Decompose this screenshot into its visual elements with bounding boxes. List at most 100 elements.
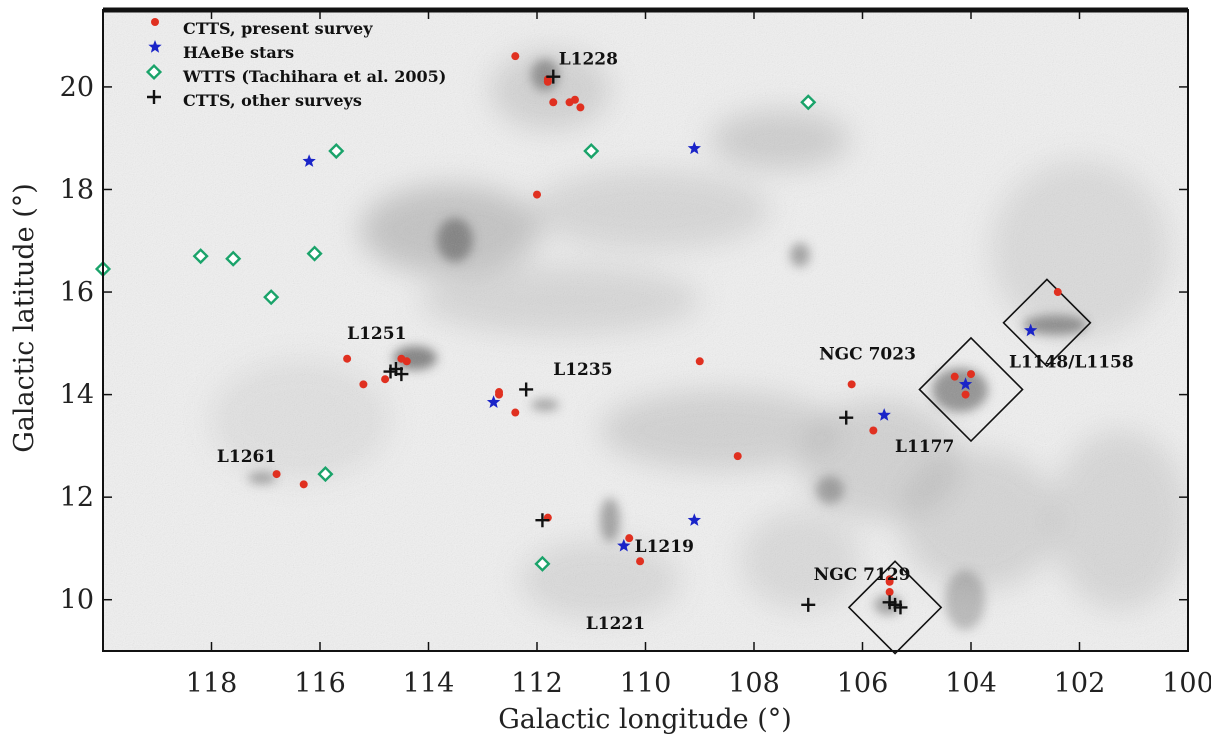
x-tick-label: 106 (837, 668, 889, 699)
ctts-present-point (733, 452, 742, 461)
cloud-label: L1148/L1158 (1009, 352, 1134, 372)
extinction-map-background (103, 10, 1188, 651)
y-axis-title: Galactic latitude (°) (9, 183, 40, 453)
ctts-present-point (695, 357, 704, 366)
haebe-star-point (687, 513, 701, 526)
ctts-present-point (565, 98, 574, 107)
ctts-present-point (576, 103, 585, 112)
cloud-label: NGC 7023 (819, 345, 916, 365)
y-tick-label: 10 (60, 585, 94, 616)
cloud-label: L1251 (347, 324, 406, 344)
x-tick-label: 110 (620, 668, 672, 699)
ctts-present-point (381, 375, 390, 384)
ctts-present-point (359, 380, 368, 389)
data-marks (94, 52, 1062, 615)
ctts-other-point (519, 382, 534, 397)
ctts-present-point (847, 380, 856, 389)
ctts-other-point (801, 597, 816, 612)
legend-marker-plus (147, 90, 161, 104)
x-axis-title: Galactic longitude (°) (498, 704, 792, 735)
legend-marker-dot (151, 18, 159, 26)
cloud-label: L1219 (635, 537, 694, 557)
ctts-present-point (950, 372, 959, 381)
legend-marker-star (148, 40, 162, 53)
ctts-present-point (869, 426, 878, 435)
ctts-other-point (839, 410, 854, 425)
haebe-star-point (486, 395, 501, 408)
ctts-other-point (882, 595, 897, 610)
legend: CTTS, present survey HAeBe stars WTTS (T… (145, 18, 446, 110)
ctts-present-point (511, 408, 520, 417)
y-tick-label: 14 (60, 380, 94, 411)
haebe-star-point (617, 538, 631, 552)
region-box (1002, 278, 1092, 368)
ctts-present-point (625, 534, 634, 543)
wtts-diamond-point (263, 289, 280, 306)
legend-marker-diamond (145, 63, 163, 81)
y-tick-label: 12 (60, 482, 94, 513)
wtts-diamond-point (328, 142, 345, 160)
ctts-other-point (893, 600, 908, 615)
ctts-other-point (535, 513, 550, 528)
ctts-present-point (511, 52, 520, 61)
cloud-label: L1261 (217, 447, 276, 467)
axes: 118 116 114 112 110 108 106 104 102 100 10 12 14 16 18… (60, 10, 1211, 699)
ctts-present-point (402, 357, 411, 366)
wtts-diamond-point (192, 248, 209, 265)
y-tick-label: 16 (60, 277, 94, 308)
x-tick-label: 112 (511, 668, 563, 699)
legend-label: HAeBe stars (183, 43, 294, 62)
cloud-label: L1221 (586, 614, 645, 634)
cloud-labels: L1228 L1251 L1235 L1261 L1219 L1221 NGC 7023 L1… (217, 50, 1134, 634)
ctts-present-point (885, 588, 894, 597)
wtts-diamond-point (306, 245, 323, 262)
legend-item-haebe: HAeBe stars (148, 40, 294, 62)
x-tick-label: 100 (1162, 668, 1211, 699)
wtts-diamond-point (317, 466, 334, 483)
region-box (847, 560, 943, 655)
ctts-present-point (961, 390, 970, 399)
x-tick-label: 118 (186, 668, 238, 699)
ctts-present-point (1053, 288, 1062, 297)
region-boxes (847, 278, 1092, 655)
legend-item-ctts-other: CTTS, other surveys (147, 90, 362, 110)
region-box (918, 336, 1024, 443)
legend-item-wtts: WTTS (Tachihara et al. 2005) (145, 63, 446, 86)
legend-label: CTTS, present survey (183, 19, 373, 38)
x-tick-label: 108 (728, 668, 780, 699)
ctts-present-point (533, 190, 541, 199)
y-tick-label: 18 (60, 174, 94, 205)
haebe-star-point (302, 154, 316, 167)
y-tick-label: 20 (60, 72, 94, 103)
ctts-present-point (495, 390, 504, 399)
legend-label: CTTS, other surveys (183, 91, 362, 110)
ctts-present-point (549, 98, 558, 107)
wtts-diamond-point (534, 555, 551, 572)
haebe-star-point (687, 141, 701, 155)
ctts-present-point (343, 354, 352, 363)
haebe-star-point (877, 408, 891, 421)
x-tick-label: 114 (403, 668, 455, 699)
ctts-present-point (967, 370, 975, 379)
cloud-label: NGC 7129 (814, 565, 911, 585)
ctts-other-point (383, 364, 398, 379)
ctts-present-point (272, 470, 281, 479)
ctts-present-point (299, 480, 308, 489)
ctts-present-point (885, 577, 894, 586)
cloud-label: L1235 (553, 360, 612, 380)
legend-item-ctts-present: CTTS, present survey (151, 18, 373, 38)
x-tick-label: 102 (1054, 668, 1106, 699)
x-tick-label: 116 (294, 668, 346, 699)
ctts-other-point (394, 367, 409, 382)
ctts-other-point (546, 69, 561, 84)
wtts-diamond-point (800, 94, 817, 111)
wtts-diamond-point (225, 250, 242, 267)
haebe-star-point (1024, 323, 1038, 337)
ctts-present-point (636, 557, 645, 566)
wtts-diamond-point (583, 142, 600, 160)
x-tick-label: 104 (945, 668, 997, 699)
haebe-star-point (958, 377, 973, 390)
legend-label: WTTS (Tachihara et al. 2005) (182, 67, 446, 86)
cloud-label: L1177 (895, 437, 954, 457)
